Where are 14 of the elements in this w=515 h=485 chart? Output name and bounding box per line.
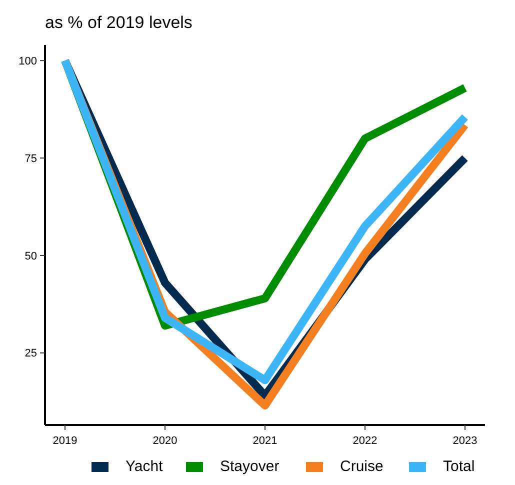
y-tick-label: 75: [24, 152, 37, 165]
legend-label: Cruise: [340, 458, 384, 475]
legend-label: Yacht: [126, 458, 164, 475]
x-tick-label: 2021: [252, 435, 278, 447]
y-tick-label: 100: [18, 55, 37, 68]
x-tick-label: 2022: [352, 435, 378, 447]
y-tick-label: 50: [24, 250, 37, 262]
y-tick-label: 25: [24, 348, 37, 360]
legend-label: Total: [443, 458, 475, 475]
legend-label: Stayover: [220, 458, 280, 475]
x-tick-label: 2023: [452, 435, 478, 447]
x-tick-label: 2019: [52, 435, 78, 447]
x-tick-label: 2020: [152, 435, 178, 447]
chart-subtitle: as % of 2019 levels: [45, 13, 192, 32]
